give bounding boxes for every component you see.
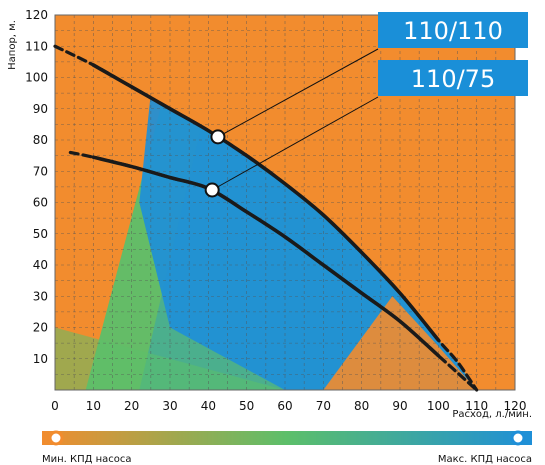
curves: [53, 44, 479, 392]
max-efficiency-marker: [510, 430, 526, 446]
y-tick-label: 120: [25, 8, 48, 22]
x-tick-label: 30: [162, 399, 177, 413]
y-tick-label: 30: [33, 289, 48, 303]
x-tick-label: 110: [465, 399, 488, 413]
y-tick-label: 70: [33, 164, 48, 178]
callout-label-110-110: 110/110: [403, 17, 503, 45]
x-tick-label: 80: [354, 399, 369, 413]
curve-110-75: [91, 155, 441, 358]
min-efficiency-marker: [48, 430, 64, 446]
y-tick-label: 20: [33, 321, 48, 335]
x-tick-label: 70: [316, 399, 331, 413]
curve-marker-110-110: [210, 129, 226, 145]
x-tick-label: 60: [277, 399, 292, 413]
callout-leader-110-110: [217, 48, 379, 138]
efficiency-scale: Мин. КПД насоса Макс. КПД насоса: [42, 430, 532, 465]
x-tick-label: 120: [504, 399, 527, 413]
x-tick-label: 100: [427, 399, 450, 413]
x-tick-label: 10: [86, 399, 101, 413]
curve-110-110: [91, 63, 441, 342]
y-tick-label: 40: [33, 258, 48, 272]
low-efficiency-corner: [323, 296, 477, 390]
x-tick-label: 90: [392, 399, 407, 413]
callout-box-110-75: [378, 60, 528, 96]
callout-leader-110-75: [211, 96, 379, 191]
callout-label-110-75: 110/75: [411, 65, 495, 93]
y-tick-label: 60: [33, 196, 48, 210]
callouts: 110/110 110/75: [204, 12, 528, 198]
y-tick-label: 80: [33, 133, 48, 147]
plot-frame: [54, 14, 516, 391]
curve-marker-110-75: [204, 182, 220, 198]
x-axis-title: Расход, л./мин.: [452, 409, 532, 420]
x-tick-label: 40: [201, 399, 216, 413]
efficiency-gradient-bar: [42, 431, 532, 445]
max-efficiency-label: Макс. КПД насоса: [438, 454, 532, 465]
x-tick-label: 50: [239, 399, 254, 413]
y-tick-label: 10: [33, 352, 48, 366]
y-tick-label: 50: [33, 227, 48, 241]
y-tick-label: 90: [33, 102, 48, 116]
x-tick-label: 0: [51, 399, 59, 413]
y-tick-label: 110: [25, 39, 48, 53]
axes: 0 10 20 30 40 50 60 70 80 90 100 110 120 10 20 30 40 50 60…: [7, 8, 532, 420]
min-efficiency-label: Мин. КПД насоса: [42, 454, 132, 465]
y-tick-label: 100: [25, 71, 48, 85]
x-tick-label: 20: [124, 399, 139, 413]
callout-box-110-110: [378, 12, 528, 48]
y-axis-title: Напор, м.: [7, 20, 18, 70]
